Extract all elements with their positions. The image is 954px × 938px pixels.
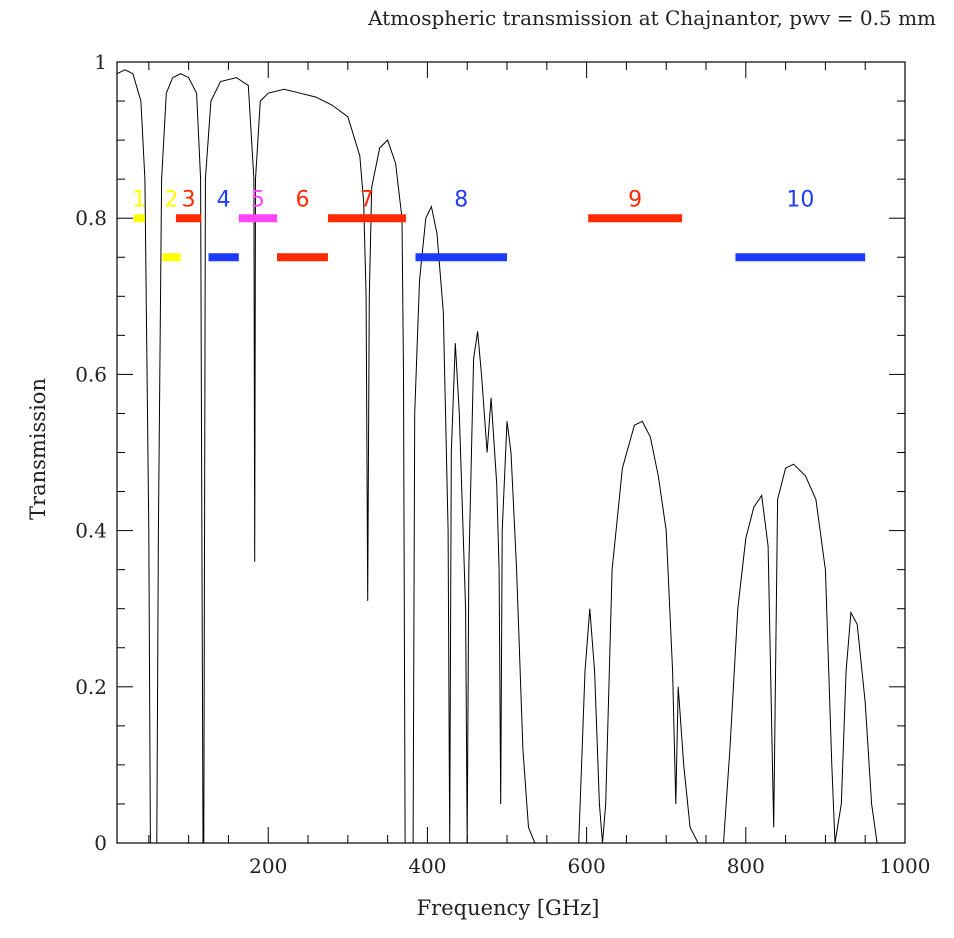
- band-label-5: 5: [251, 188, 265, 213]
- y-tick-label: 0: [94, 831, 107, 855]
- x-tick-label: 1000: [880, 854, 931, 878]
- band-label-10: 10: [786, 188, 814, 213]
- chart-title: Atmospheric transmission at Chajnantor, …: [367, 6, 936, 30]
- y-axis-title: Transmission: [26, 378, 50, 520]
- y-tick-label: 0.6: [75, 362, 107, 386]
- x-tick-label: 400: [408, 854, 446, 878]
- band-label-2: 2: [165, 188, 179, 213]
- x-axis-title: Frequency [GHz]: [417, 896, 600, 920]
- band-label-8: 8: [454, 188, 468, 213]
- y-tick-label: 1: [94, 50, 107, 74]
- x-tick-label: 800: [727, 854, 765, 878]
- x-tick-label: 600: [568, 854, 606, 878]
- band-label-4: 4: [217, 188, 231, 213]
- y-tick-label: 0.2: [75, 675, 107, 699]
- band-label-1: 1: [132, 188, 146, 213]
- band-label-6: 6: [295, 188, 309, 213]
- band-label-7: 7: [360, 188, 374, 213]
- y-tick-label: 0.4: [75, 519, 107, 543]
- band-label-3: 3: [182, 188, 196, 213]
- band-label-9: 9: [628, 188, 642, 213]
- y-tick-label: 0.8: [75, 206, 107, 230]
- transmission-curve: [116, 69, 905, 844]
- x-tick-label: 200: [249, 854, 287, 878]
